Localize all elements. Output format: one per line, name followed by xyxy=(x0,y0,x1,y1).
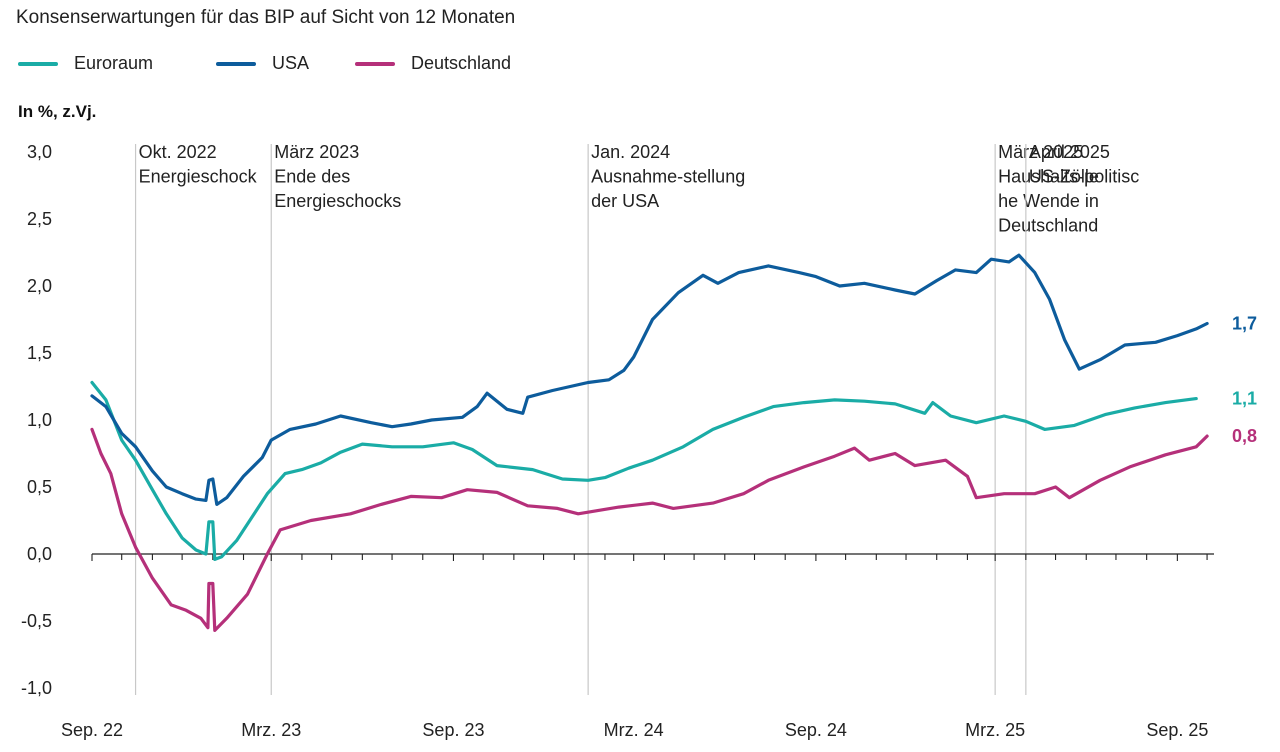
annotation-text-line: der USA xyxy=(591,191,659,211)
y-tick-label: 3,0 xyxy=(27,142,52,162)
annotation-text-line: Okt. 2022 xyxy=(139,142,217,162)
y-tick-label: 1,5 xyxy=(27,343,52,363)
y-tick-label: 0,5 xyxy=(27,477,52,497)
y-tick-label: 2,5 xyxy=(27,209,52,229)
legend-item-usa: USA xyxy=(216,53,309,74)
legend-label-deutschland: Deutschland xyxy=(411,53,512,73)
legend-label-euroraum: Euroraum xyxy=(74,53,154,73)
annotation-text-line: Haushalts-politisc xyxy=(998,167,1139,187)
y-tick-label: -0,5 xyxy=(21,611,52,631)
annotation-text: April 2025 US-Zölle xyxy=(1029,142,1110,187)
annotation-text-line: US-Zölle xyxy=(1029,167,1099,187)
annotation-text-line: April 2025 xyxy=(1029,142,1110,162)
end-value-label-deutschland: 0,8 xyxy=(1232,426,1257,446)
legend-swatch-euroraum xyxy=(18,61,58,66)
y-tick-label: 1,0 xyxy=(27,410,52,430)
x-tick-label: Sep. 22 xyxy=(61,720,123,740)
annotation-text: Jan. 2024 Ausnahme-stellung der USA xyxy=(591,142,745,211)
legend-label-usa: USA xyxy=(272,53,310,73)
x-tick-label: Mrz. 23 xyxy=(241,720,301,740)
y-tick-label: 0,0 xyxy=(27,544,52,564)
series-line-euroraum xyxy=(90,380,1198,562)
x-tick-label: Mrz. 24 xyxy=(604,720,664,740)
end-value-label-usa: 1,7 xyxy=(1232,314,1257,334)
series-line-deutschland xyxy=(90,427,1209,633)
x-tick-label: Sep. 25 xyxy=(1146,720,1208,740)
annotation-text-line: März 2023 xyxy=(274,142,359,162)
annotation-text-line: Energieschocks xyxy=(274,191,401,211)
legend-swatch-usa xyxy=(216,61,256,66)
annotation-text: März 2025 Haushalts-politisc he Wende in De… xyxy=(998,142,1139,236)
series-line-usa xyxy=(90,253,1209,506)
annotation-text-line: Deutschland xyxy=(998,216,1098,236)
x-tick-label: Sep. 24 xyxy=(785,720,847,740)
chart-title: Konsenserwartungen für das BIP auf Sicht… xyxy=(16,7,516,28)
annotation-text-line: Energieschock xyxy=(139,167,258,187)
legend-item-deutschland: Deutschland xyxy=(355,53,511,74)
annotation-text-line: Ende des xyxy=(274,167,350,187)
x-tick-label: Sep. 23 xyxy=(422,720,484,740)
annotation-text-line: he Wende in xyxy=(998,191,1099,211)
annotation-text-line: Ausnahme-stellung xyxy=(591,167,745,187)
legend-swatch-deutschland xyxy=(355,61,395,66)
annotation-text: Okt. 2022 Energieschock xyxy=(139,142,258,187)
legend-item-euroraum: Euroraum xyxy=(18,53,153,74)
annotation-text-line: Jan. 2024 xyxy=(591,142,670,162)
y-tick-label: 2,0 xyxy=(27,276,52,296)
x-tick-label: Mrz. 25 xyxy=(965,720,1025,740)
annotation-text-line: März 2025 xyxy=(998,142,1083,162)
y-axis-unit-label: In %, z.Vj. xyxy=(18,102,97,121)
end-value-label-euroraum: 1,1 xyxy=(1232,389,1257,409)
annotation-text: März 2023 Ende des Energieschocks xyxy=(274,142,401,211)
y-tick-label: -1,0 xyxy=(21,678,52,698)
